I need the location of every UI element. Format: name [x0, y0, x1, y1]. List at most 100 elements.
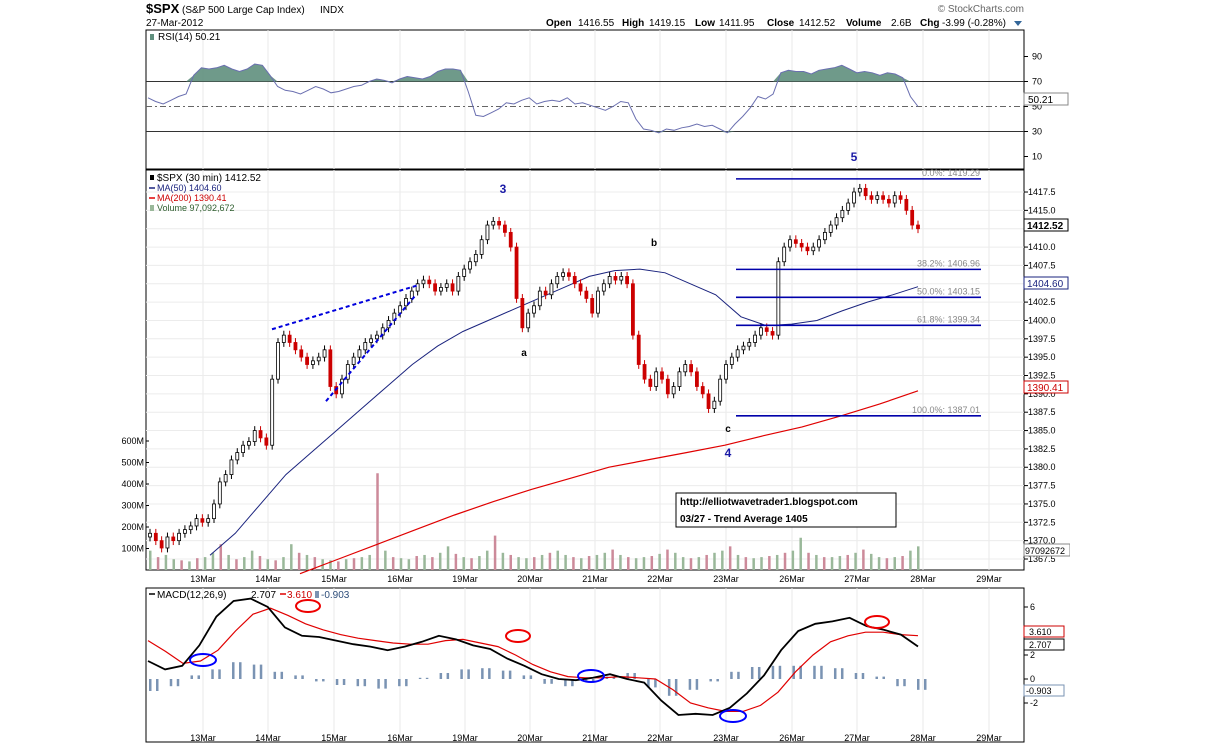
candle-up: [404, 298, 408, 307]
macd-histogram-bar: [294, 675, 297, 679]
price-tick-label: 1415.0: [1028, 205, 1056, 215]
price-tag: 1412.52: [1027, 221, 1064, 232]
volume-bar: [438, 552, 442, 570]
price-tick-label: 1400.0: [1028, 315, 1056, 325]
volume-label: Volume: [846, 18, 882, 29]
candle-up: [828, 224, 833, 233]
rsi-tick-label: 90: [1032, 52, 1042, 62]
candle-up: [747, 342, 752, 347]
close-label: Close: [767, 18, 795, 29]
candle-up: [345, 364, 350, 380]
candle-up: [212, 503, 216, 520]
macd-histogram-bar: [501, 670, 505, 679]
candle-down: [572, 276, 577, 285]
macd-histogram-bar: [647, 679, 650, 688]
price-tick-label: 1385.0: [1028, 426, 1056, 436]
x-tick-label: 16Mar: [387, 733, 413, 743]
x-tick-label: 16Mar: [387, 574, 413, 584]
fibonacci-levels: 0.0%: 1419.29 38.2%: 1406.96 50.0%: 1403.1…: [736, 168, 981, 417]
x-tick-label: 27Mar: [844, 733, 870, 743]
macd-histogram-bar: [924, 679, 927, 690]
macd-histogram-bar: [833, 668, 837, 679]
price-tick-label: 1367.5: [1028, 554, 1056, 564]
volume-bar: [172, 559, 176, 570]
volume-bar: [642, 557, 646, 570]
candle-up: [177, 532, 181, 542]
macd-histogram-bar: [273, 671, 277, 679]
fib-label: 38.2%: 1406.96: [917, 258, 980, 268]
volume-bar: [877, 557, 881, 570]
candle-down: [171, 536, 176, 542]
volume-bar: [658, 553, 661, 570]
low-value: 1411.95: [719, 18, 755, 29]
macd-histogram-bar: [750, 667, 754, 679]
price-tick-label: 1410.0: [1028, 242, 1056, 252]
candle-up: [724, 364, 728, 380]
volume-bar: [258, 556, 262, 570]
macd-histogram-bar: [363, 679, 367, 687]
candle-up: [247, 441, 251, 446]
volume-bar: [344, 559, 348, 570]
volume-bar: [893, 557, 896, 570]
volume-bar: [501, 552, 505, 570]
ma50-legend: MA(50) 1404.60: [157, 183, 222, 193]
candle-down: [764, 327, 769, 332]
volume-tick-label: 600M: [121, 436, 144, 446]
macd-histogram-bar: [156, 679, 159, 691]
crossover-circle: [577, 669, 605, 683]
volume-bar: [446, 546, 450, 570]
volume-bar: [243, 557, 246, 570]
side-tags: 50.21 1412.52 1404.60 1390.41 97092672 3…: [1023, 92, 1071, 697]
candle-up: [439, 287, 443, 292]
volume-bar: [666, 549, 669, 570]
macd-legend-signal: 3.610: [287, 590, 312, 601]
price-legend-swatch: [150, 175, 154, 180]
candle-up: [235, 452, 240, 461]
candle-down: [648, 378, 653, 387]
macd-tag-box: [1023, 638, 1065, 651]
macd-histogram-bar: [584, 679, 588, 682]
volume-bar: [360, 557, 364, 570]
volume-bar: [540, 554, 544, 570]
wave-b-label: b: [651, 238, 657, 249]
signal-line: [147, 607, 919, 712]
macd-histogram-bar: [232, 662, 235, 679]
candle-up: [759, 327, 763, 336]
symbol-name: (S&P 500 Large Cap Index): [182, 5, 305, 16]
macd-histogram-bar: [190, 675, 194, 679]
candle-down: [916, 224, 920, 230]
candle-up: [206, 518, 211, 523]
macd-histogram-bar: [709, 679, 712, 682]
macd-histogram-bar: [571, 679, 574, 687]
candle-up: [782, 246, 787, 263]
volume-bar: [854, 552, 857, 570]
price-tick-label: 1392.5: [1028, 371, 1056, 381]
volume-bar: [329, 560, 332, 570]
macd-histogram-bar: [508, 670, 512, 679]
rsi-legend-text: RSI(14) 50.21: [158, 32, 221, 43]
candle-up: [788, 239, 792, 248]
volume-bar: [454, 553, 458, 570]
price-tick-label: 1380.0: [1028, 462, 1056, 472]
chevron-down-icon[interactable]: [1014, 21, 1022, 26]
signal-tag-box: [1023, 625, 1065, 638]
candle-up: [712, 400, 717, 409]
wave-3-label: 3: [500, 182, 507, 196]
volume-bars: [149, 473, 920, 570]
macd-histogram-bar: [903, 679, 906, 687]
volume-tick-label: 400M: [121, 479, 144, 489]
macd-histogram-bar: [854, 673, 858, 679]
ma50-line: [209, 268, 919, 556]
volume-bar: [431, 557, 434, 570]
price-tick-label: 1377.5: [1028, 481, 1056, 491]
volume-tick-label: 200M: [121, 522, 144, 532]
candle-up: [444, 283, 449, 288]
volume-bar: [564, 554, 567, 570]
candle-up: [311, 360, 315, 365]
high-label: High: [622, 18, 644, 29]
volume-bar: [595, 554, 599, 570]
macd-legend-name: MACD(12,26,9): [157, 590, 226, 601]
volume-bar: [548, 552, 552, 570]
candle-down: [863, 187, 868, 197]
candle-down: [433, 283, 437, 292]
